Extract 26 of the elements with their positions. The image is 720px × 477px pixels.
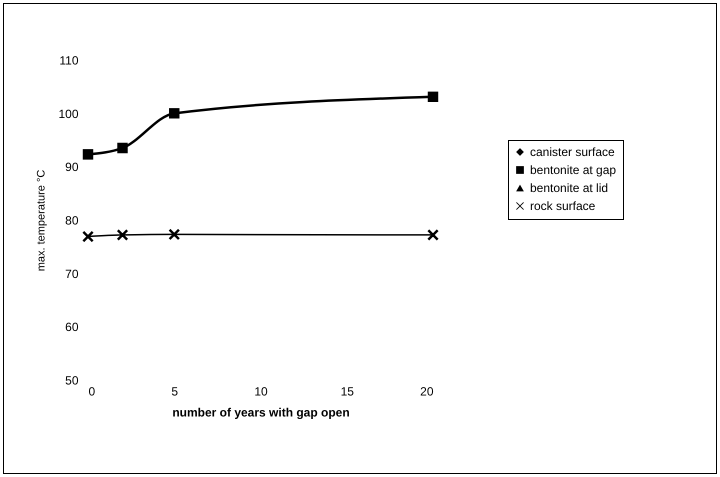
x-tick-label: 15 xyxy=(340,384,354,398)
point xyxy=(428,230,438,240)
point xyxy=(117,142,128,154)
y-tick-label: 110 xyxy=(59,54,79,68)
legend-label: canister surface xyxy=(530,145,616,159)
y-tick-label: 100 xyxy=(58,106,79,121)
x-tick-label: 5 xyxy=(171,384,178,398)
y-tick-label: 90 xyxy=(65,160,79,174)
legend-label: bentonite at lid xyxy=(530,181,608,195)
point xyxy=(169,108,180,119)
point xyxy=(82,149,94,160)
point xyxy=(428,92,438,102)
x-tick-label: 10 xyxy=(254,384,268,398)
y-tick-label: 80 xyxy=(65,214,79,228)
point xyxy=(82,231,94,242)
y-tick-label: 70 xyxy=(65,266,79,281)
x-tick-label: 0 xyxy=(88,384,96,398)
y-axis-title: max. temperature °C xyxy=(35,170,48,272)
point xyxy=(117,230,128,240)
y-tick-label: 60 xyxy=(65,320,79,334)
point xyxy=(169,229,180,240)
legend-label: rock surface xyxy=(530,199,596,213)
x-axis-title: number of years with gap open xyxy=(172,406,350,420)
x-tick-label: 20 xyxy=(420,384,434,398)
legend-label: bentonite at gap xyxy=(530,163,616,177)
y-tick-label: 50 xyxy=(65,374,79,388)
